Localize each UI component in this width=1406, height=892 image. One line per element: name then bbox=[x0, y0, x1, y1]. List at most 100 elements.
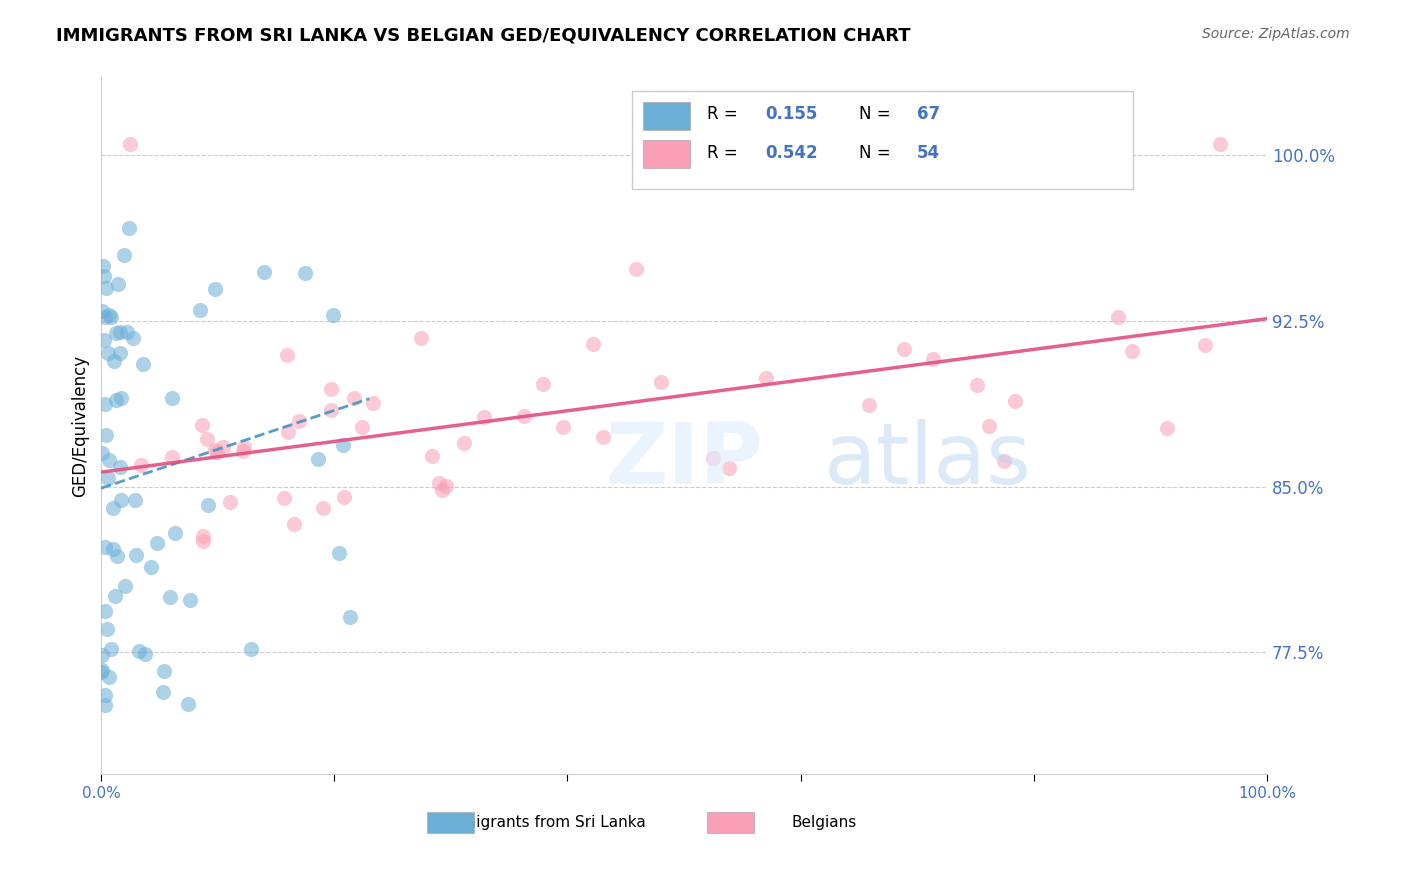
Point bbox=[97, 345, 120, 359]
Point bbox=[110, 391, 132, 405]
FancyBboxPatch shape bbox=[707, 813, 754, 833]
Point bbox=[97, 670, 120, 684]
Point bbox=[160, 391, 183, 405]
Point bbox=[191, 529, 214, 543]
Point bbox=[128, 644, 150, 658]
Point bbox=[193, 533, 215, 548]
Point bbox=[233, 440, 256, 454]
Point bbox=[97, 308, 120, 322]
Point bbox=[702, 450, 724, 465]
Point bbox=[103, 353, 125, 368]
Point bbox=[101, 542, 124, 557]
Point bbox=[107, 277, 129, 291]
Point bbox=[91, 648, 114, 663]
Text: ZIP: ZIP bbox=[605, 419, 763, 502]
Point bbox=[94, 688, 117, 702]
Point bbox=[159, 590, 181, 604]
Point bbox=[321, 383, 343, 397]
Text: 0.155: 0.155 bbox=[766, 105, 818, 123]
Point bbox=[124, 492, 146, 507]
Text: 67: 67 bbox=[917, 105, 941, 123]
Point bbox=[100, 310, 122, 325]
Point bbox=[112, 248, 135, 262]
Point bbox=[132, 357, 155, 371]
Point bbox=[96, 622, 118, 636]
Point bbox=[188, 302, 211, 317]
Point bbox=[134, 647, 156, 661]
Point bbox=[1209, 136, 1232, 151]
Point bbox=[1156, 421, 1178, 435]
Point bbox=[191, 417, 214, 432]
Point bbox=[91, 304, 114, 318]
Point bbox=[94, 281, 117, 295]
Point bbox=[513, 409, 536, 424]
Point bbox=[97, 453, 120, 467]
Point bbox=[105, 326, 128, 340]
Point bbox=[332, 438, 354, 452]
Text: R =: R = bbox=[707, 105, 744, 123]
Point bbox=[966, 377, 988, 392]
Point bbox=[90, 665, 112, 679]
Text: 54: 54 bbox=[917, 144, 941, 161]
Point bbox=[91, 259, 114, 273]
Point bbox=[624, 261, 647, 276]
Y-axis label: GED/Equivalency: GED/Equivalency bbox=[72, 355, 89, 497]
Point bbox=[105, 392, 128, 407]
Point bbox=[93, 604, 115, 618]
Text: IMMIGRANTS FROM SRI LANKA VS BELGIAN GED/EQUIVALENCY CORRELATION CHART: IMMIGRANTS FROM SRI LANKA VS BELGIAN GED… bbox=[56, 27, 911, 45]
Point bbox=[339, 610, 361, 624]
Point bbox=[893, 343, 915, 357]
Point bbox=[108, 460, 131, 475]
Point bbox=[110, 346, 132, 360]
Point bbox=[650, 375, 672, 389]
Point bbox=[294, 267, 316, 281]
Point bbox=[103, 501, 125, 516]
Point bbox=[104, 590, 127, 604]
Point bbox=[110, 492, 132, 507]
Text: N =: N = bbox=[859, 105, 896, 123]
Point bbox=[120, 136, 142, 151]
Point bbox=[551, 419, 574, 434]
Point bbox=[273, 491, 295, 506]
Point bbox=[427, 475, 450, 490]
Point bbox=[108, 325, 131, 339]
Point bbox=[211, 440, 233, 454]
Point bbox=[288, 414, 311, 428]
Point bbox=[312, 501, 335, 516]
Point bbox=[718, 460, 741, 475]
Point bbox=[328, 546, 350, 560]
Point bbox=[333, 491, 356, 505]
FancyBboxPatch shape bbox=[631, 91, 1133, 189]
Text: Immigrants from Sri Lanka: Immigrants from Sri Lanka bbox=[443, 815, 645, 830]
Point bbox=[277, 425, 299, 439]
Point bbox=[93, 698, 115, 712]
Point bbox=[115, 326, 138, 340]
Text: 0.542: 0.542 bbox=[766, 144, 818, 161]
Point bbox=[94, 397, 117, 411]
Point bbox=[105, 549, 128, 564]
Point bbox=[352, 420, 374, 434]
Point bbox=[276, 348, 298, 362]
Point bbox=[922, 352, 945, 367]
Point bbox=[755, 370, 778, 384]
Point bbox=[125, 548, 148, 562]
Point bbox=[993, 454, 1015, 468]
Point bbox=[114, 579, 136, 593]
Point bbox=[91, 446, 114, 460]
Point bbox=[97, 471, 120, 485]
Text: R =: R = bbox=[707, 144, 744, 161]
Point bbox=[163, 526, 186, 541]
Point bbox=[179, 592, 201, 607]
Point bbox=[94, 427, 117, 442]
Point bbox=[472, 410, 495, 425]
Point bbox=[153, 665, 176, 679]
Point bbox=[1107, 310, 1129, 325]
Point bbox=[420, 449, 443, 463]
Point bbox=[129, 458, 152, 472]
Point bbox=[343, 391, 366, 405]
Point bbox=[409, 331, 432, 345]
Point bbox=[1121, 344, 1143, 359]
Point bbox=[434, 478, 457, 492]
Text: Source: ZipAtlas.com: Source: ZipAtlas.com bbox=[1202, 27, 1350, 41]
Point bbox=[582, 336, 605, 351]
